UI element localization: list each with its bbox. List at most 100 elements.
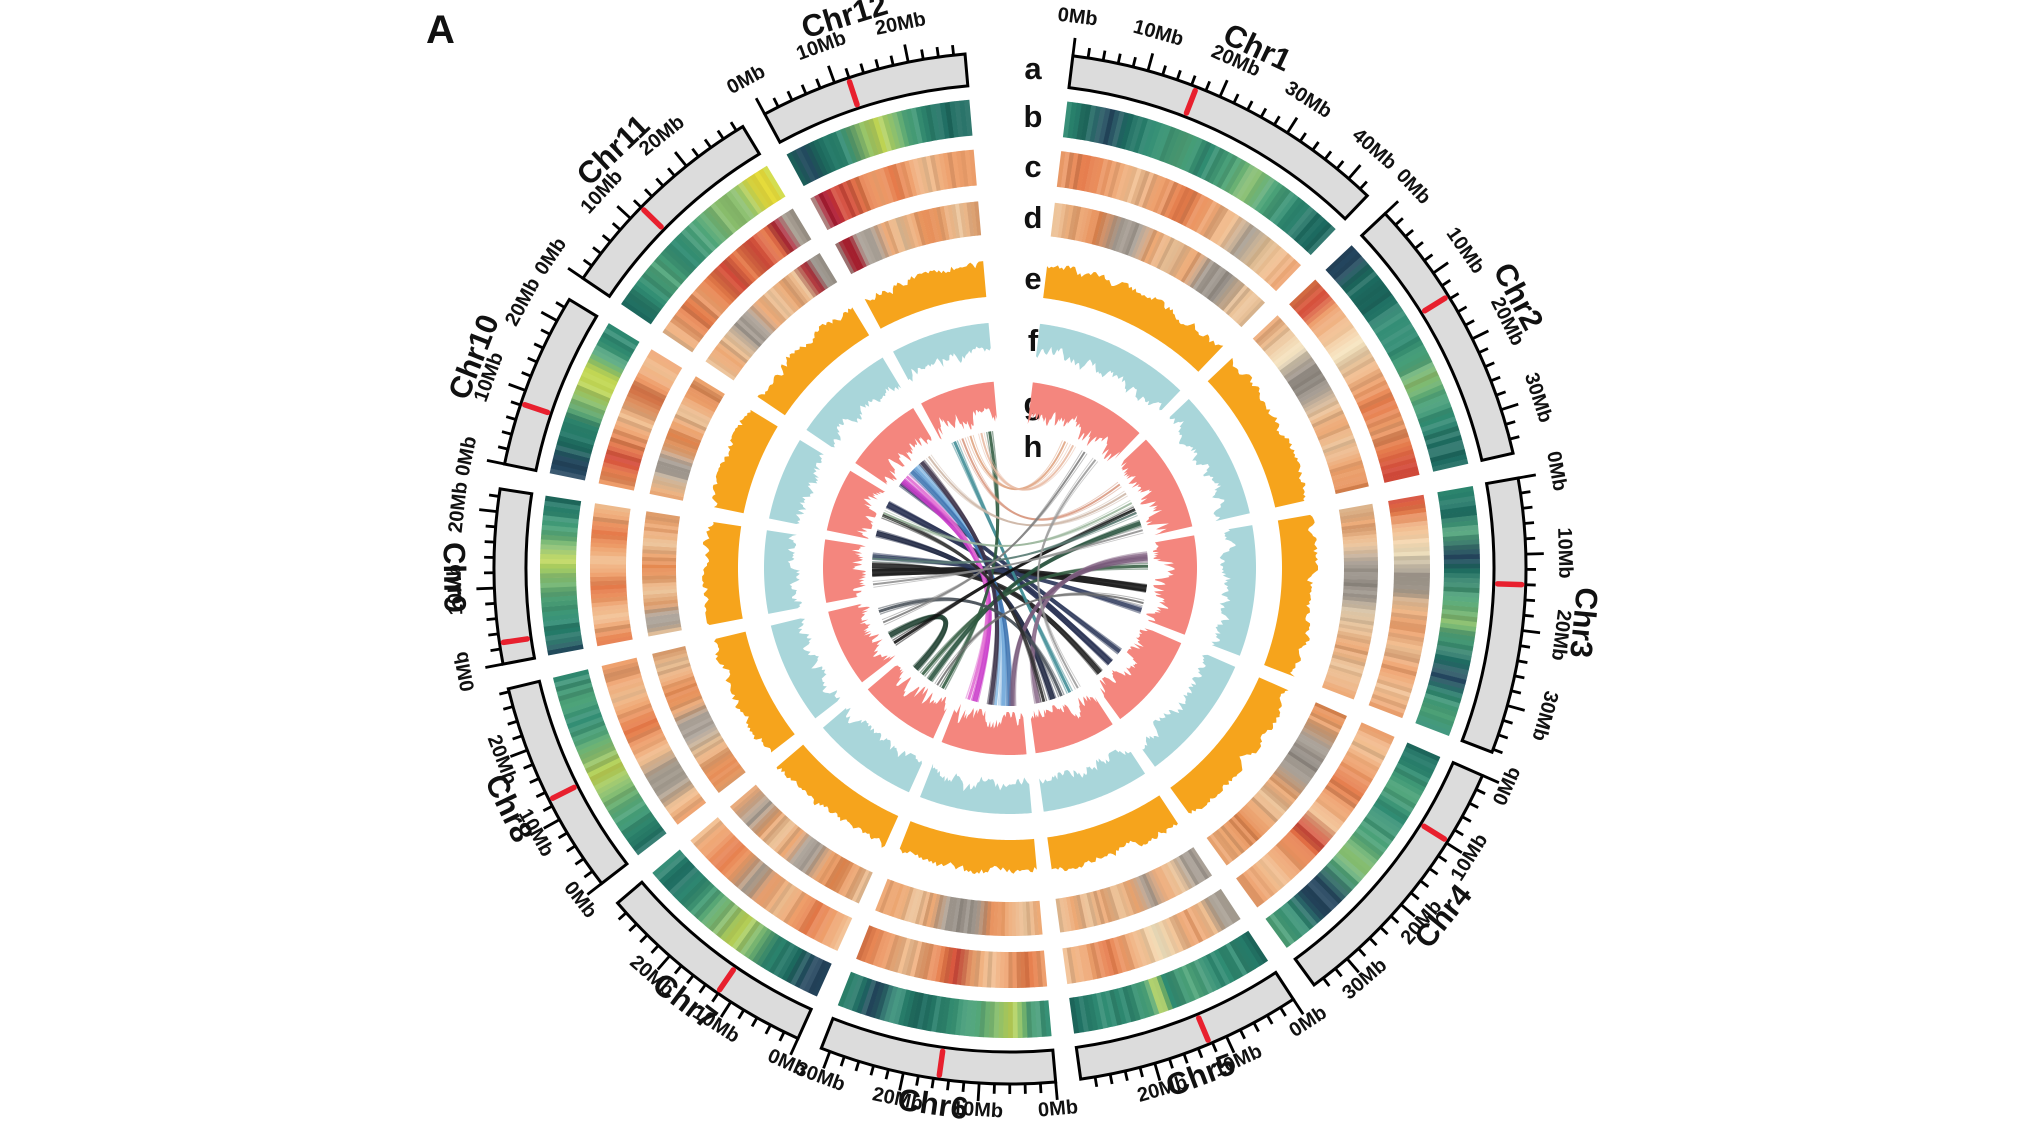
axis-tick — [691, 147, 700, 158]
axis-tick — [1161, 65, 1167, 76]
centromere-mark — [641, 207, 664, 230]
axis-tick — [488, 632, 499, 637]
axis-tick — [1123, 1070, 1129, 1082]
tick-label: 0Mb — [764, 1045, 810, 1082]
axis-tick — [1492, 747, 1503, 755]
axis-tick — [750, 1017, 759, 1028]
axis-tick — [827, 65, 836, 84]
track-b-heatmap — [539, 99, 1481, 1038]
ring-label-e: e — [1024, 261, 1042, 296]
axis-tick — [1471, 329, 1490, 341]
track-e-histogram — [702, 261, 1318, 874]
tick-label: 20Mb — [501, 274, 545, 329]
tick-label: 40Mb — [1348, 124, 1401, 174]
axis-tick — [1116, 53, 1122, 64]
axis-tick — [1335, 160, 1345, 170]
tick-label: 20Mb — [445, 481, 472, 534]
axis-tick — [582, 258, 593, 267]
axis-tick — [719, 1001, 732, 1018]
track-f-histogram — [764, 322, 1256, 814]
axis-tick — [510, 400, 521, 407]
axis-tick — [961, 1081, 966, 1093]
tick-label: 10Mb — [443, 564, 467, 616]
axis-tick — [540, 310, 558, 322]
synteny-link — [930, 454, 1128, 527]
axis-tick — [1414, 241, 1424, 250]
axis-tick — [650, 944, 660, 954]
axis-tick — [1457, 305, 1468, 314]
axis-tick — [1279, 1006, 1287, 1017]
axis-tick — [1238, 1029, 1246, 1040]
axis-tick — [479, 508, 498, 514]
synteny-link — [872, 561, 1099, 676]
axis-tick — [920, 49, 925, 60]
axis-tick — [898, 1072, 905, 1091]
axis-tick — [1292, 998, 1305, 1016]
axis-tick — [772, 97, 780, 108]
axis-tick — [484, 540, 495, 544]
chromosome-ideogram-Chr2 — [1359, 211, 1515, 463]
centromere-mark — [1421, 823, 1448, 842]
synteny-link — [956, 440, 1068, 694]
axis-tick — [915, 1075, 920, 1086]
axis-tick — [1071, 37, 1077, 57]
axis-tick — [1054, 1081, 1059, 1101]
axis-tick — [1437, 854, 1448, 863]
axis-tick — [507, 719, 518, 726]
tick-label: 10Mb — [1553, 527, 1576, 579]
axis-tick — [716, 129, 725, 140]
axis-tick — [643, 188, 653, 198]
axis-tick — [1404, 228, 1414, 238]
axis-tick — [1190, 75, 1197, 86]
axis-tick — [1266, 1014, 1274, 1025]
synteny-link — [908, 473, 988, 699]
axis-tick — [1478, 347, 1489, 354]
axis-tick — [729, 121, 738, 132]
axis-tick — [667, 167, 676, 177]
axis-tick — [1464, 319, 1475, 327]
track-h-links — [871, 431, 1149, 707]
tick-label: 0Mb — [1056, 4, 1098, 31]
axis-tick — [1379, 926, 1389, 936]
axis-tick — [822, 1051, 832, 1069]
axis-tick — [486, 617, 497, 622]
chromosome-name-Chr9: Chr9 — [436, 542, 472, 613]
tick-label: 30Mb — [1527, 688, 1562, 743]
axis-tick — [1495, 390, 1507, 397]
axis-tick — [976, 1082, 981, 1102]
axis-tick — [1423, 253, 1434, 262]
axis-tick — [486, 459, 505, 466]
axis-tick — [628, 923, 638, 932]
chromosome-ideogram-Chr7 — [615, 880, 814, 1041]
chromosome-name-Chr2: Chr2 — [1486, 257, 1550, 336]
axis-tick — [521, 371, 532, 378]
panel-label: A — [426, 8, 455, 52]
tick-label: 30Mb — [1520, 370, 1557, 425]
axis-tick — [1419, 879, 1430, 888]
ring-label-a: a — [1024, 51, 1042, 86]
tick-label: 30Mb — [1281, 77, 1336, 123]
synteny-link — [934, 595, 1143, 684]
axis-tick — [1510, 689, 1522, 695]
axis-tick — [1523, 613, 1534, 618]
axis-tick — [1428, 867, 1439, 876]
axis-tick — [1523, 521, 1535, 525]
axis-tick — [1204, 80, 1211, 92]
axis-tick — [754, 97, 766, 115]
axis-tick — [1259, 107, 1268, 118]
axis-tick — [1410, 891, 1420, 901]
axis-tick — [1441, 279, 1452, 287]
synteny-link — [919, 568, 1149, 674]
axis-tick — [1038, 1083, 1043, 1094]
tick-label: 10Mb — [951, 1098, 1003, 1123]
axis-tick — [854, 1060, 861, 1072]
axis-tick — [889, 55, 895, 66]
axis-tick — [1211, 1042, 1218, 1053]
axis-tick — [611, 222, 622, 231]
axis-tick — [656, 954, 671, 971]
axis-tick — [616, 205, 632, 220]
axis-tick — [583, 870, 594, 879]
tick-label: 0Mb — [1037, 1096, 1079, 1121]
axis-tick — [874, 59, 880, 70]
